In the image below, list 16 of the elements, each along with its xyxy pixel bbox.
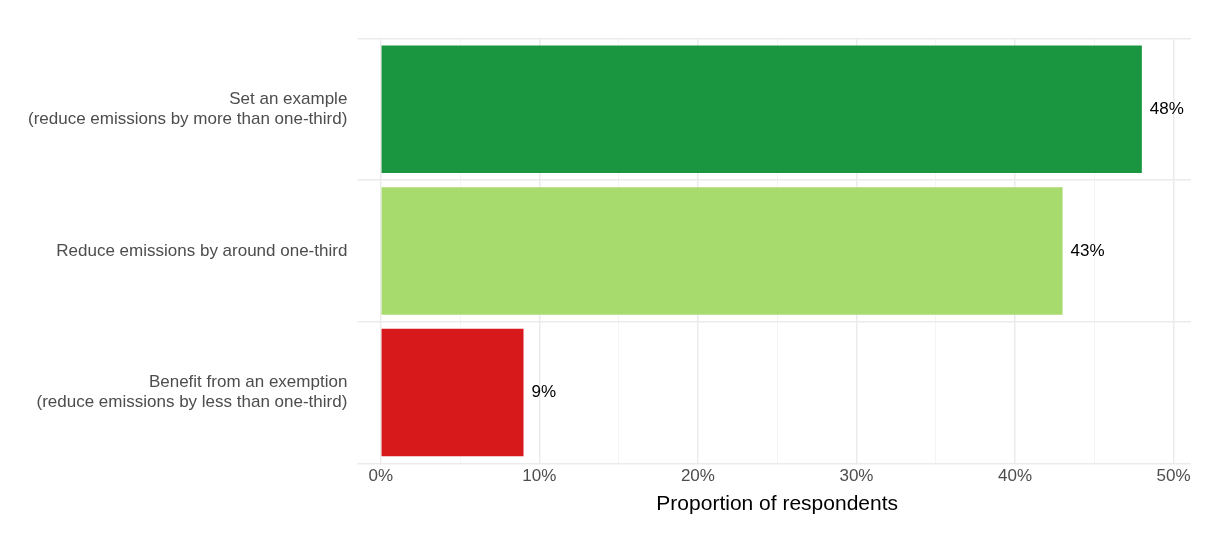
bar: [381, 187, 1063, 315]
y-tick-label: Reduce emissions by around one-third: [56, 240, 348, 260]
x-tick-label: 10%: [522, 466, 557, 486]
x-tick-label: 30%: [839, 466, 874, 486]
x-tick-label: 40%: [997, 466, 1033, 486]
x-tick-label: 0%: [368, 466, 394, 486]
y-tick-label: Set an example (reduce emissions by more than one-third): [27, 88, 348, 129]
data-label: 48%: [1149, 98, 1184, 118]
bar: [381, 45, 1142, 173]
data-label: 43%: [1070, 240, 1105, 260]
y-tick-label: Benefit from an exemption (reduce emissions by less than one-third): [36, 372, 348, 412]
x-tick-label: 20%: [680, 466, 715, 486]
data-label: 9%: [531, 382, 557, 402]
x-axis-title: Proportion of respondents: [656, 491, 899, 515]
bar: [381, 328, 524, 457]
x-tick-label: 50%: [1156, 466, 1191, 486]
